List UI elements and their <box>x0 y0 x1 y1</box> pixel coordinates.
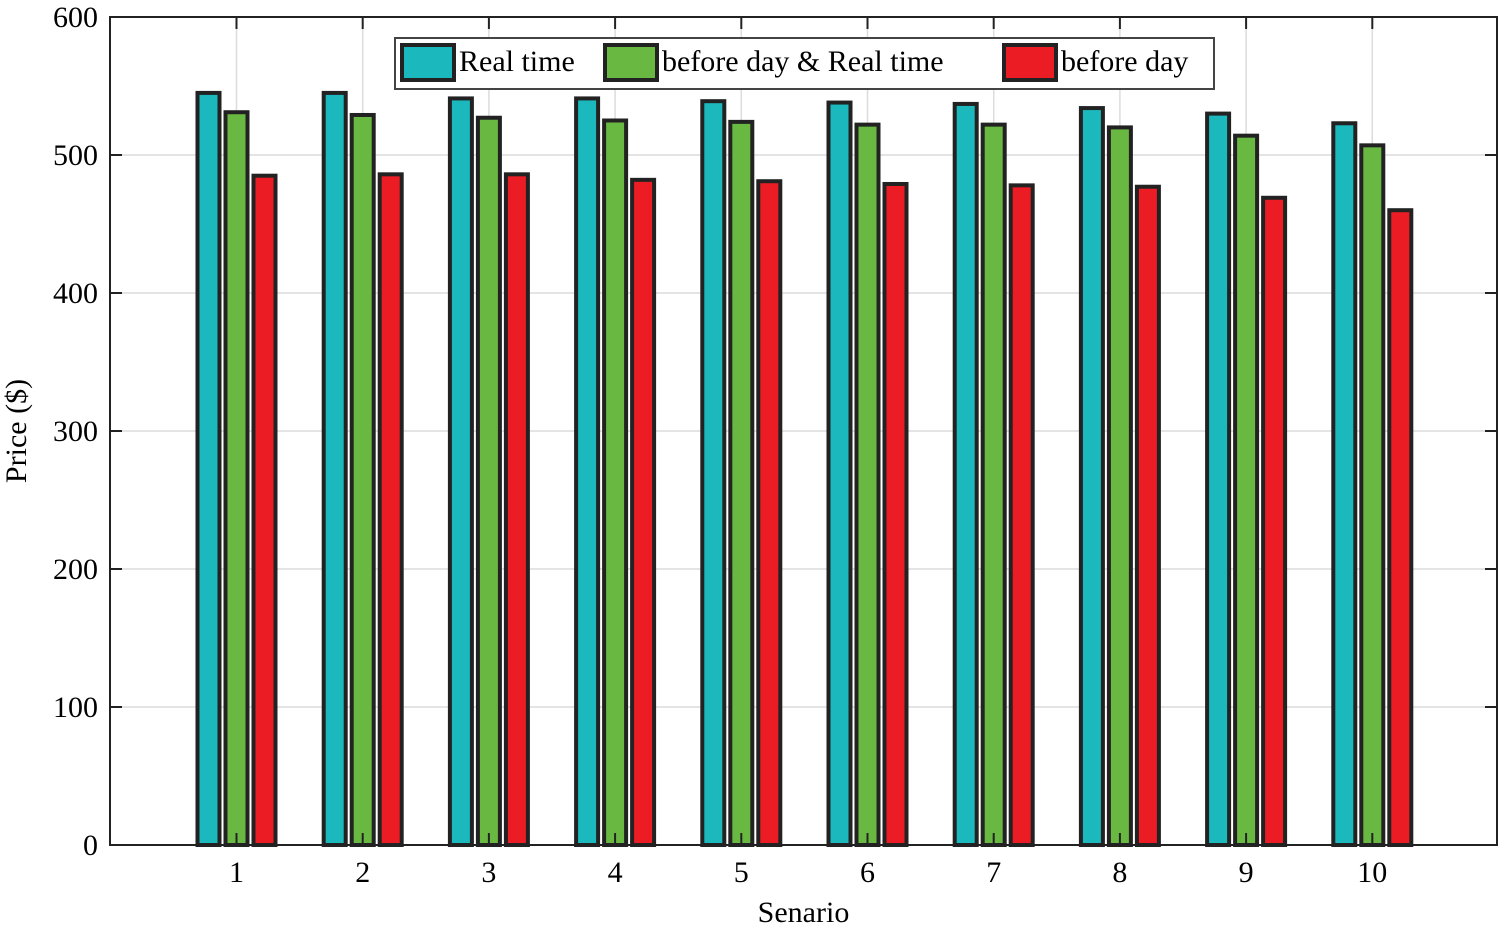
legend-swatch <box>400 43 456 82</box>
bar <box>1008 183 1035 848</box>
bar <box>1331 121 1358 847</box>
bar <box>195 90 222 847</box>
y-tick-label: 0 <box>83 829 98 862</box>
bar <box>223 110 250 848</box>
bar <box>1359 143 1386 847</box>
x-tick-label: 2 <box>355 856 370 889</box>
bar <box>728 119 755 847</box>
bar <box>377 172 404 847</box>
bar <box>251 173 278 847</box>
legend: Real time before day & Real time before da… <box>394 37 1215 90</box>
x-tick-label: 5 <box>734 856 749 889</box>
y-tick-label: 400 <box>53 277 98 310</box>
y-tick-label: 100 <box>53 691 98 724</box>
x-tick-label: 8 <box>1112 856 1127 889</box>
y-tick-label: 300 <box>53 415 98 448</box>
bar <box>503 172 530 847</box>
bar <box>602 118 629 847</box>
bars <box>195 90 1414 848</box>
bar <box>854 122 881 847</box>
x-tick-label: 7 <box>986 856 1001 889</box>
x-tick-label: 6 <box>860 856 875 889</box>
grid-lines <box>110 16 1497 846</box>
y-axis: 0 100 200 300 400 500 600 <box>53 1 1497 862</box>
y-tick-label: 200 <box>53 553 98 586</box>
bar <box>1205 111 1232 848</box>
bar <box>1134 184 1161 848</box>
y-tick-label: 500 <box>53 139 98 172</box>
legend-box <box>394 37 1215 90</box>
bar <box>756 179 783 848</box>
legend-label: before day & Real time <box>662 45 944 78</box>
legend-label: before day <box>1061 45 1188 78</box>
bar <box>475 115 502 848</box>
bar <box>700 99 727 848</box>
x-tick-label: 3 <box>481 856 496 889</box>
legend-label: Real time <box>459 45 575 78</box>
legend-swatch <box>1002 43 1058 82</box>
bar <box>447 96 474 848</box>
x-axis: 1 2 3 4 5 6 7 8 9 10 <box>229 17 1387 889</box>
legend-swatch <box>603 43 659 82</box>
bar <box>574 96 601 848</box>
bar <box>952 101 979 847</box>
bar <box>1078 106 1105 847</box>
bar <box>321 90 348 847</box>
bar <box>1106 125 1133 847</box>
bar <box>882 181 909 848</box>
x-tick-label: 10 <box>1357 856 1387 889</box>
y-tick-label: 600 <box>53 1 98 34</box>
bar <box>1233 133 1260 847</box>
bar <box>1387 208 1414 847</box>
x-tick-label: 4 <box>608 856 623 889</box>
bar <box>349 112 376 848</box>
x-tick-label: 9 <box>1239 856 1254 889</box>
x-tick-label: 1 <box>229 856 244 889</box>
bar <box>980 122 1007 847</box>
y-axis-label: Price ($) <box>0 379 33 483</box>
bar <box>1261 195 1288 847</box>
bar <box>630 177 657 847</box>
x-axis-label: Senario <box>758 896 850 925</box>
bar <box>826 100 853 847</box>
